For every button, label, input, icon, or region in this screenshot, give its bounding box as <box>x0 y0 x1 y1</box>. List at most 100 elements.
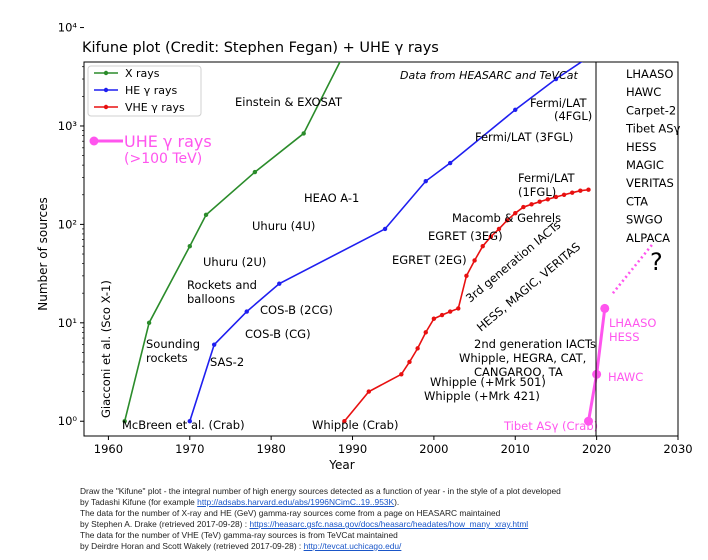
caption-line: The data for the number of VHE (TeV) gam… <box>80 530 398 540</box>
future-experiment-label: LHAASO <box>626 67 673 81</box>
data-point <box>513 107 518 112</box>
annotation-label: Whipple, HEGRA, CAT, <box>459 351 586 365</box>
y-axis-label: Number of sources <box>36 197 50 311</box>
annotation-label: Whipple (+Mrk 501) <box>430 375 546 389</box>
data-point <box>252 169 258 175</box>
series-line <box>587 308 607 422</box>
heasarc-link[interactable]: https://heasarc.gsfc.nasa.gov/docs/heasa… <box>249 519 529 529</box>
annotation-label: CANGAROO, TA <box>474 365 563 379</box>
y-tick-label: 10³ <box>58 119 78 133</box>
data-point <box>578 188 583 193</box>
legend-label: HE γ rays <box>125 84 177 97</box>
data-point <box>146 320 152 326</box>
y-tick-label: 10⁴ <box>58 21 78 35</box>
data-point <box>382 226 388 232</box>
data-point <box>586 187 591 192</box>
data-point <box>600 303 610 313</box>
annotation-label: EGRET (2EG) <box>392 253 467 267</box>
data-point <box>529 202 534 207</box>
legend-swatch-marker <box>103 104 109 110</box>
annotation-label: Whipple (Crab) <box>312 418 398 432</box>
future-experiment-label: Tibet ASγ <box>625 122 681 136</box>
future-experiment-label: ALPACA <box>626 231 670 245</box>
legend-uhe-label: UHE γ rays <box>124 132 212 151</box>
legend-uhe-sublabel: (>100 TeV) <box>124 151 202 167</box>
series-layer <box>122 55 655 426</box>
y-tick-label: 10¹ <box>58 316 77 330</box>
data-point <box>423 330 428 335</box>
annotation-label: balloons <box>187 292 235 306</box>
annotation-label: (4FGL) <box>554 109 592 123</box>
data-point <box>504 218 510 223</box>
data-point <box>301 131 306 136</box>
data-point <box>187 244 192 249</box>
data-point <box>537 199 542 204</box>
data-point <box>496 226 502 232</box>
data-point <box>488 234 494 239</box>
annotation-label: COS-B (CG) <box>245 327 311 341</box>
data-point <box>553 194 559 200</box>
caption-line: The data for the number of X-ray and HE … <box>80 508 501 518</box>
legend-label: VHE γ rays <box>125 101 185 114</box>
series-line <box>189 62 583 422</box>
data-point <box>423 178 428 184</box>
x-tick-label: 2030 <box>663 442 692 456</box>
future-experiment-label: MAGIC <box>626 158 664 172</box>
data-point <box>431 316 437 321</box>
data-point <box>244 309 249 314</box>
figure-caption: Draw the "Kifune" plot - the integral nu… <box>80 486 680 552</box>
annotation-label: Uhuru (4U) <box>252 219 315 233</box>
caption-line: Draw the "Kifune" plot - the integral nu… <box>80 486 561 496</box>
data-point <box>472 258 477 263</box>
annotation-label: COS-B (2CG) <box>260 303 333 317</box>
annotation-label: Fermi/LAT <box>530 96 588 110</box>
tevcat-link[interactable]: http://tevcat.uchicago.edu/ <box>303 541 402 551</box>
data-point <box>553 76 559 82</box>
x-tick-label: 1970 <box>175 442 204 456</box>
data-point <box>277 281 282 286</box>
y-tick-label: 10⁰ <box>58 414 78 428</box>
legend-box <box>87 65 202 117</box>
kifune-chart: Kifune plot (Credit: Stephen Fegan) + UH… <box>36 21 693 472</box>
data-point <box>211 342 217 347</box>
adsabs-link[interactable]: http://adsabs.harvard.edu/abs/1996NCimC.… <box>197 497 395 507</box>
future-experiment-label: HAWC <box>626 85 661 99</box>
uhe-extrapolation-line <box>611 241 655 295</box>
annotation-label: LHAASO <box>609 316 656 330</box>
data-point <box>407 359 412 365</box>
data-point <box>447 309 453 314</box>
x-tick-label: 2000 <box>419 442 448 456</box>
annotation-label: Rockets and <box>187 278 257 292</box>
data-point <box>203 212 209 218</box>
data-point <box>447 160 453 166</box>
x-axis-label: Year <box>328 458 354 472</box>
annotation-label: HESS <box>609 330 640 344</box>
annotation-label: Einstein & EXOSAT <box>235 95 343 109</box>
future-experiment-label: VERITAS <box>626 176 674 190</box>
caption-line: by Tadashi Kifune (for example http://ad… <box>80 497 400 507</box>
annotation-label: Whipple (+Mrk 421) <box>424 389 540 403</box>
data-point <box>439 312 445 318</box>
data-point <box>592 369 602 379</box>
data-point <box>521 204 526 210</box>
future-experiment-label: Carpet-2 <box>626 103 676 117</box>
data-point <box>570 190 575 195</box>
x-tick-label: 1990 <box>338 442 367 456</box>
data-point <box>545 197 551 202</box>
data-point <box>366 389 371 394</box>
caption-line: by Stephen A. Drake (retrieved 2017-09-2… <box>80 519 529 529</box>
data-point <box>586 55 590 59</box>
data-point <box>415 346 420 351</box>
future-experiment-label: CTA <box>626 194 648 208</box>
annotation-label: 2nd generation IACTs <box>474 337 596 351</box>
x-tick-label: 2020 <box>582 442 611 456</box>
future-experiment-label: SWGO <box>626 213 663 227</box>
chart-title: Kifune plot (Credit: Stephen Fegan) + UH… <box>82 40 439 56</box>
data-point <box>399 372 404 377</box>
annotation-label: Fermi/LAT (3FGL) <box>475 130 573 144</box>
legend-swatch-marker <box>103 70 109 76</box>
annotation-label: Fermi/LAT <box>518 171 576 185</box>
annotation-label: Sounding <box>146 337 200 351</box>
annotation-label: Giacconi et al. (Sco X-1) <box>99 280 113 418</box>
